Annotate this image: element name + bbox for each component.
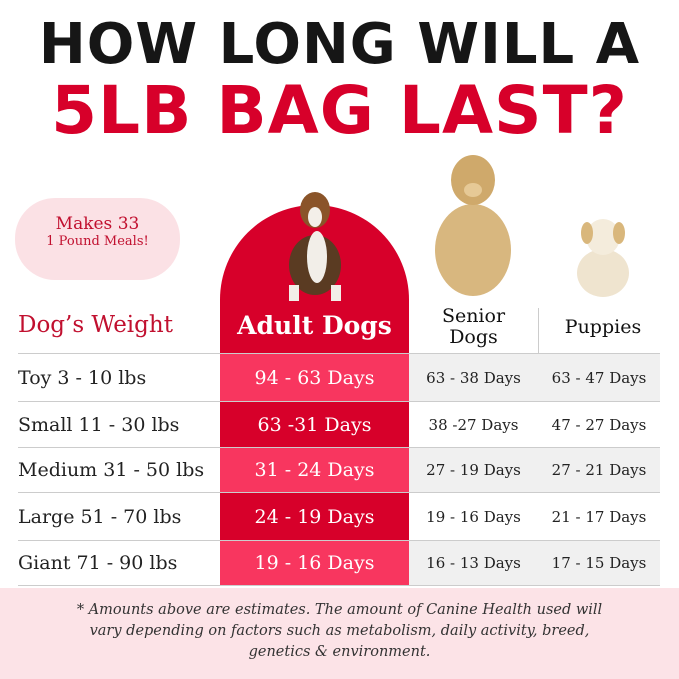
senior-cell: 63 - 38 Days xyxy=(409,354,538,401)
badge-line-2: 1 Pound Meals! xyxy=(46,234,149,249)
meals-badge: Makes 33 1 Pound Meals! xyxy=(15,198,180,280)
table-row: Large 51 - 70 lbs 24 - 19 Days 19 - 16 Day… xyxy=(18,492,660,540)
footnote: * Amounts above are estimates. The amoun… xyxy=(0,588,679,679)
weight-cell: Giant 71 - 90 lbs xyxy=(18,552,178,574)
title-line-1: HOW LONG WILL A xyxy=(38,12,641,77)
weight-cell: Small 11 - 30 lbs xyxy=(18,413,180,436)
adult-cell: 19 - 16 Days xyxy=(220,541,409,585)
table-row: Medium 31 - 50 lbs 31 - 24 Days 27 - 19 Da… xyxy=(18,447,660,492)
senior-dogs-label: Senior Dogs xyxy=(441,305,506,348)
weight-cell: Toy 3 - 10 lbs xyxy=(18,366,147,389)
footnote-text: * Amounts above are estimates. The amoun… xyxy=(76,602,603,660)
puppies-cell: 47 - 27 Days xyxy=(538,402,660,447)
adult-cell: 31 - 24 Days xyxy=(220,448,409,492)
senior-cell: 38 -27 Days xyxy=(409,402,538,447)
senior-dogs-header: Senior Dogs xyxy=(409,306,538,348)
golden-retriever-image xyxy=(435,155,511,296)
adult-cell: 63 -31 Days xyxy=(220,402,409,447)
weight-header: Dog’s Weight xyxy=(18,312,173,338)
table-row: Small 11 - 30 lbs 63 -31 Days 38 -27 Days 4… xyxy=(18,401,660,447)
puppies-header: Puppies xyxy=(564,316,642,338)
table-bottom-border xyxy=(18,585,660,586)
beagle-image xyxy=(289,192,341,301)
table-row: Toy 3 - 10 lbs 94 - 63 Days 63 - 38 Days 63… xyxy=(18,353,660,401)
title-line-2: 5LB BAG LAST? xyxy=(51,72,628,149)
table-row: Giant 71 - 90 lbs 19 - 16 Days 16 - 13 Day… xyxy=(18,540,660,585)
puppies-cell: 17 - 15 Days xyxy=(538,541,660,585)
puppies-cell: 27 - 21 Days xyxy=(538,448,660,492)
senior-cell: 19 - 16 Days xyxy=(409,493,538,540)
senior-cell: 27 - 19 Days xyxy=(409,448,538,492)
adult-cell: 24 - 19 Days xyxy=(220,493,409,540)
puppies-cell: 63 - 47 Days xyxy=(538,354,660,401)
puppies-cell: 21 - 17 Days xyxy=(538,493,660,540)
puppy-image xyxy=(577,219,629,297)
senior-cell: 16 - 13 Days xyxy=(409,541,538,585)
badge-line-1: Makes 33 xyxy=(55,214,140,234)
weight-cell: Large 51 - 70 lbs xyxy=(18,505,182,528)
adult-cell: 94 - 63 Days xyxy=(220,354,409,401)
weight-cell: Medium 31 - 50 lbs xyxy=(18,459,205,481)
adult-dogs-header: Adult Dogs xyxy=(237,311,392,340)
